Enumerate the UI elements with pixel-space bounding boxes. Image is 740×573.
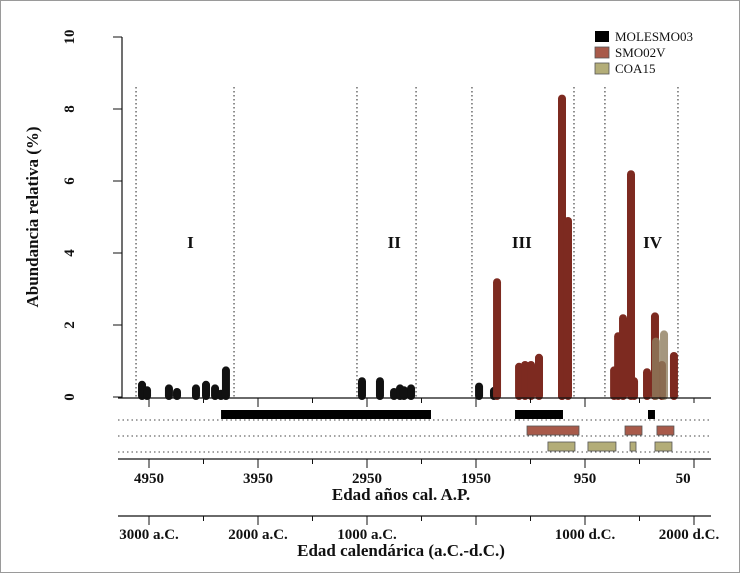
x2-tick-label: 3000 a.C. <box>119 527 179 543</box>
bar-smo02v <box>626 170 635 400</box>
age-range-coa15 <box>654 441 673 452</box>
zone-label: I <box>187 233 194 252</box>
bar-smo02v <box>535 353 544 400</box>
x-tick-label: 2950 <box>352 471 382 487</box>
x2-tick-label: 2000 d.C. <box>659 527 720 543</box>
legend-label: COA15 <box>615 61 655 76</box>
age-range-smo02v <box>656 425 675 436</box>
bar-smo02v <box>669 352 678 400</box>
age-range-molesmo03 <box>221 410 431 419</box>
x2-tick-label: 1000 a.C. <box>337 527 397 543</box>
zone-label: IV <box>643 233 663 252</box>
bar-molesmo03 <box>375 377 384 400</box>
x-axis2-label: Edad calendárica (a.C.-d.C.) <box>297 541 505 560</box>
age-range-coa15 <box>629 441 637 452</box>
bar-molesmo03 <box>164 384 173 400</box>
x-tick-label: 3950 <box>243 471 273 487</box>
bar-molesmo03 <box>357 377 366 400</box>
x-tick-label: 950 <box>574 471 597 487</box>
y-tick-label: 6 <box>62 177 78 185</box>
y-axis-label: Abundancia relativa (%) <box>23 126 42 307</box>
x-axis-label: Edad años cal. A.P. <box>332 485 470 504</box>
y-tick-label: 10 <box>62 30 78 45</box>
zone-label: III <box>512 233 532 252</box>
bar-smo02v <box>643 368 652 400</box>
bar-coa15 <box>660 330 669 400</box>
x-tick-label: 1950 <box>461 471 491 487</box>
bar-molesmo03 <box>202 380 211 400</box>
y-tick-label: 4 <box>62 249 78 257</box>
bar-smo02v <box>527 361 536 400</box>
x-tick-label: 4950 <box>134 471 164 487</box>
bar-molesmo03 <box>407 384 416 400</box>
age-range-coa15 <box>547 441 576 452</box>
bar-molesmo03 <box>221 366 230 400</box>
age-range-molesmo03 <box>515 410 563 419</box>
bar-smo02v <box>563 217 572 400</box>
age-range-coa15 <box>587 441 617 452</box>
bar-molesmo03 <box>475 382 484 400</box>
y-tick-label: 8 <box>62 105 78 113</box>
legend-swatch-coa15 <box>594 62 610 75</box>
age-range-smo02v <box>526 425 580 436</box>
bar-smo02v <box>493 278 502 400</box>
bar-molesmo03 <box>143 386 152 400</box>
legend-swatch-smo02v <box>594 46 610 59</box>
x2-tick-label: 2000 a.C. <box>228 527 288 543</box>
zone-label: II <box>388 233 402 252</box>
x-tick-label: 50 <box>676 471 691 487</box>
age-range-molesmo03 <box>648 410 655 419</box>
y-tick-label: 0 <box>62 393 78 401</box>
x2-tick-label: 1000 d.C. <box>555 527 616 543</box>
bar-molesmo03 <box>399 386 408 400</box>
bar-smo02v <box>630 377 639 400</box>
y-tick-label: 2 <box>62 321 78 329</box>
legend-label: MOLESMO03 <box>615 29 693 44</box>
bar-smo02v <box>619 314 628 400</box>
legend-label: SMO02V <box>615 45 666 60</box>
bar-coa15 <box>651 337 660 400</box>
bar-molesmo03 <box>173 388 182 400</box>
bar-molesmo03 <box>191 384 200 400</box>
legend-swatch-molesmo03 <box>595 31 609 42</box>
age-range-smo02v <box>624 425 643 436</box>
